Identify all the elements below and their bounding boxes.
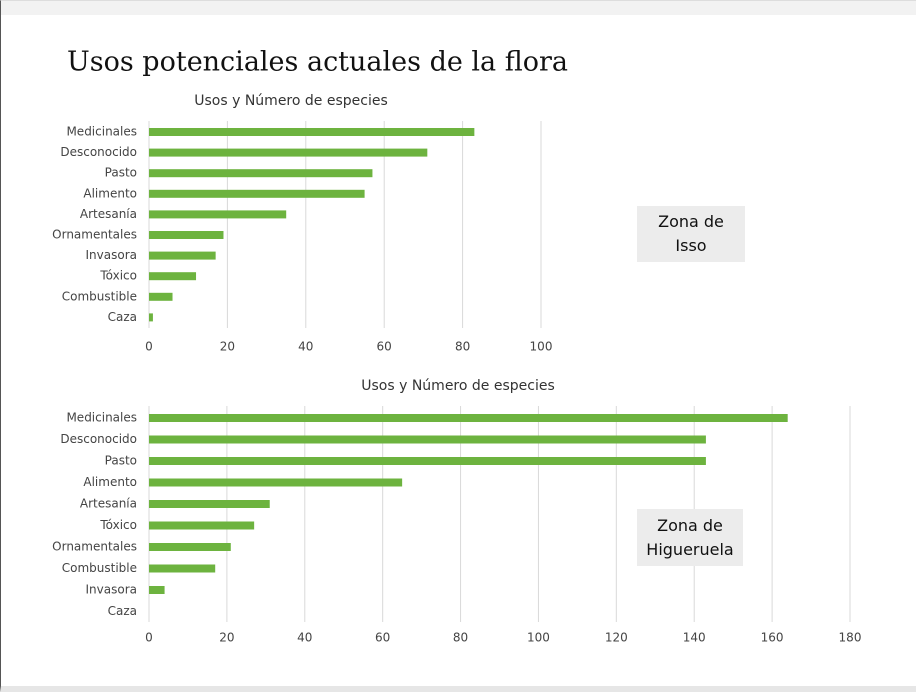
y-tick-label: Desconocido (60, 145, 137, 159)
bar (149, 521, 255, 530)
bar (149, 169, 373, 178)
y-tick-label: Alimento (83, 475, 137, 489)
y-tick-label: Invasora (86, 583, 137, 597)
bar (149, 457, 706, 465)
bar (149, 478, 403, 487)
x-tick-label: 40 (298, 340, 313, 354)
x-tick-label: 20 (220, 340, 235, 354)
y-tick-label: Tóxico (99, 269, 137, 283)
y-tick-label: Ornamentales (52, 540, 137, 554)
y-tick-label: Pasto (105, 166, 137, 180)
bar (149, 414, 788, 422)
y-tick-label: Combustible (62, 561, 137, 575)
zone-label: Zona de Isso (637, 206, 745, 262)
y-tick-label: Artesanía (80, 497, 137, 511)
x-tick-label: 100 (530, 340, 553, 354)
bar (149, 292, 173, 301)
x-tick-label: 40 (297, 631, 312, 645)
bar (149, 231, 224, 239)
bar (149, 543, 231, 551)
bar (149, 128, 475, 136)
bar (149, 210, 287, 219)
y-tick-label: Caza (108, 604, 137, 618)
x-tick-label: 20 (219, 631, 234, 645)
x-tick-label: 160 (761, 631, 784, 645)
x-tick-label: 100 (527, 631, 550, 645)
x-tick-label: 60 (377, 340, 392, 354)
top-strip (1, 1, 916, 15)
x-tick-label: 140 (683, 631, 706, 645)
x-tick-label: 120 (605, 631, 628, 645)
y-tick-label: Alimento (83, 186, 137, 200)
y-tick-label: Ornamentales (52, 228, 137, 242)
x-tick-label: 60 (375, 631, 390, 645)
y-tick-label: Medicinales (66, 411, 137, 425)
x-tick-label: 80 (455, 340, 470, 354)
y-tick-label: Tóxico (99, 518, 137, 532)
chart-title: Usos y Número de especies (361, 378, 555, 394)
chart-title: Usos y Número de especies (194, 93, 388, 109)
bar (149, 148, 428, 157)
x-tick-label: 80 (453, 631, 468, 645)
bar (149, 313, 153, 322)
x-tick-label: 0 (145, 631, 153, 645)
y-tick-label: Pasto (105, 454, 137, 468)
bar (149, 586, 165, 594)
y-tick-label: Desconocido (60, 432, 137, 446)
bar (149, 564, 216, 573)
bar (149, 500, 270, 508)
bar (149, 251, 216, 260)
y-tick-label: Medicinales (66, 125, 137, 139)
zone-label: Zona de Higueruela (637, 509, 743, 566)
bar (149, 189, 365, 198)
y-tick-label: Caza (108, 310, 137, 324)
y-tick-label: Invasora (86, 248, 137, 262)
bar (149, 272, 197, 281)
y-tick-label: Artesanía (80, 207, 137, 221)
x-tick-label: 0 (145, 340, 153, 354)
y-tick-label: Combustible (62, 289, 137, 303)
slide-title: Usos potenciales actuales de la flora (67, 47, 568, 78)
bar (149, 435, 706, 444)
x-tick-label: 180 (839, 631, 862, 645)
